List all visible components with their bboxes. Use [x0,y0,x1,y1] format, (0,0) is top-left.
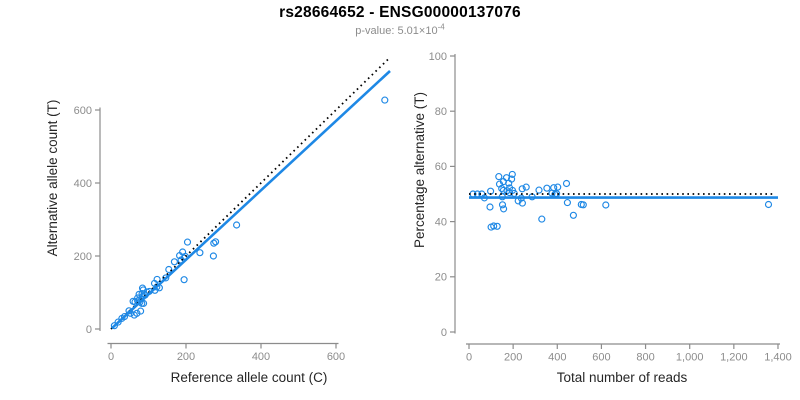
data-point [110,322,118,330]
data-point [543,184,551,192]
left-chart: 0 200 400 600 0 200 400 600 Reference allele cou… [45,56,391,385]
x-tick-label: 1,000 [676,352,704,364]
data-point [162,274,170,282]
data-point [500,205,508,213]
pvalue-mantissa: 5.01 [397,25,419,37]
x-axis-title: Reference allele count (C) [171,370,328,385]
data-point [518,199,526,207]
data-point [522,183,530,191]
data-point [495,173,503,181]
data-point [563,199,571,207]
data-point [499,186,507,194]
data-point [137,307,145,315]
x-axis-title: Total number of reads [557,370,688,385]
data-point [562,179,571,188]
data-point [508,175,516,183]
figure-header: rs28664652 - ENSG00000137076 p-value: 5.… [0,4,800,37]
x-tick-label: 200 [504,352,522,364]
data-point [179,248,187,256]
data-point [134,294,142,302]
y-tick-label: 20 [435,272,447,284]
data-point [569,211,577,219]
data-point [153,275,161,283]
x-tick-label: 400 [548,352,566,364]
data-point [165,265,173,274]
pvalue-exponent: -4 [437,22,445,32]
data-point [114,318,122,326]
x-tick-label: 400 [252,351,270,363]
identity-line [110,56,391,330]
data-point [579,201,587,209]
y-tick-label: 0 [441,327,447,339]
data-point [486,203,494,211]
y-tick-label: 600 [74,105,92,117]
data-point [183,238,192,246]
x-tick-label: 1,400 [764,352,792,364]
data-point [209,252,217,260]
data-point [554,183,562,191]
data-point [493,222,501,230]
data-point [490,222,498,230]
x-tick-label: 600 [592,352,610,364]
data-point [764,200,773,209]
data-point [381,96,389,104]
data-point [133,309,141,317]
y-tick-label: 60 [435,161,447,173]
pvalue-subtitle: p-value: 5.01×10-4 [0,22,800,37]
y-axis-title: Percentage alternative (T) [412,92,427,248]
x-tick-label: 0 [108,351,114,363]
data-point [212,238,220,246]
y-tick-label: 200 [74,251,92,263]
data-point [180,276,188,284]
data-point [170,258,178,266]
data-point [120,313,129,321]
x-tick-label: 0 [466,352,472,364]
pvalue-multiplier: × [418,25,426,37]
y-tick-label: 100 [429,51,447,63]
data-point [196,249,204,257]
x-tick-label: 600 [327,351,345,363]
data-point [233,221,241,229]
y-tick-label: 80 [435,106,447,118]
pvalue-label: p-value: [355,25,395,37]
data-point [518,185,526,193]
x-tick-label: 1,200 [720,352,748,364]
data-point [498,201,507,209]
pvalue-base: 10 [425,25,438,37]
x-tick-label: 800 [636,352,654,364]
data-point [602,201,610,209]
y-tick-label: 400 [74,178,92,190]
data-point [508,170,516,178]
data-point [210,239,218,247]
y-axis-title: Alternative allele count (T) [45,100,60,257]
fit-line [110,70,391,330]
data-point [535,186,543,194]
data-point [538,215,546,223]
y-tick-label: 40 [435,216,447,228]
y-tick-label: 0 [86,324,92,336]
page-title: rs28664652 - ENSG00000137076 [279,4,521,21]
x-tick-label: 200 [177,351,195,363]
right-chart: 0 20 40 60 80 100 0 200 400 600 800 1,000 1,200 1,400… [412,51,792,385]
